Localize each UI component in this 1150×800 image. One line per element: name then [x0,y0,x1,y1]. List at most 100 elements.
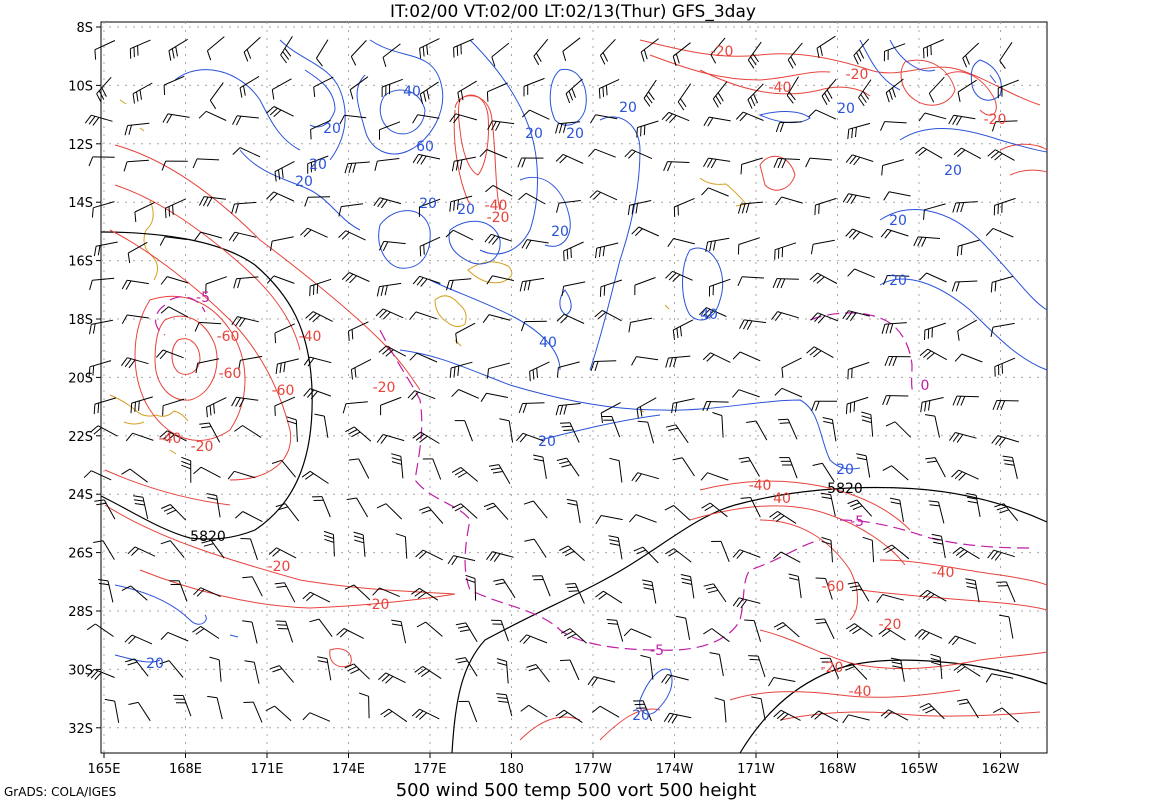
wind-barb [881,159,904,176]
wind-barb [680,574,695,599]
wind-barb [555,121,581,134]
temp-label: -20 [846,67,869,83]
wind-barb [774,242,797,260]
wind-barb [395,533,408,559]
wind-barb [956,698,979,719]
wind-barb [86,623,114,637]
wind-barb [987,549,1015,561]
wind-barb [240,538,258,560]
wind-barb [201,539,225,559]
wind-barb [847,268,875,278]
wind-barb [737,237,760,255]
wind-barb [449,361,473,378]
wind-barb [595,590,623,604]
wind-barb [419,81,439,104]
wind-barb [810,312,839,324]
wind-barb [499,418,514,443]
wind-barb [556,361,580,378]
contour-labels: 5820 5820 -20 -40 -20 -40 -20 -60 -60 -6… [159,44,1007,700]
lon-tick-label: 171E [250,762,283,777]
wind-barb [323,530,335,557]
wind-barb [640,38,659,62]
wind-barb [303,356,332,367]
wind-barb [195,358,220,374]
lat-tick-label: 18S [68,313,93,328]
wind-barb [268,547,297,559]
wind-barb [83,470,112,481]
wind-barb [956,239,980,257]
wind-barb [207,695,223,720]
wind-barb [624,149,653,160]
wind-barb [486,82,508,102]
wind-barb [344,584,371,601]
wind-barb [640,654,654,680]
wind-barb [773,551,801,563]
wind-barb [411,587,439,601]
wind-barb [193,466,221,478]
wind-barb [493,578,516,599]
wind-barb [124,634,153,645]
wind-barb [732,389,760,398]
wind-barb [231,396,259,408]
wind-barb [919,589,947,602]
wind-barb [923,203,946,220]
wind-barb [161,160,188,171]
wind-barb [128,701,151,722]
temp-label: -20 [711,44,734,60]
wind-barb [948,432,977,443]
temp-label: -20 [191,439,214,455]
wind-barb [96,76,112,103]
wind-barb [339,114,367,125]
wind-barb [125,432,154,442]
wind-barb [842,193,871,204]
wind-barb [304,196,331,207]
wind-barb [300,227,328,238]
wind-barb [412,114,440,124]
wind-barb [265,705,292,722]
wind-barb [920,397,944,413]
wind-barb [348,321,369,342]
wind-barb [631,356,659,366]
wind-barb [588,148,616,158]
wind-barb [880,121,907,131]
wind-barb [89,277,115,291]
wind-barb [778,418,798,440]
wind-barb [379,121,401,140]
wind-barb [599,38,616,65]
wind-barb [595,515,623,525]
wind-barb [822,417,837,442]
wind-barb [529,361,550,382]
temp-label: 40 [773,491,791,507]
wind-barb [772,278,799,289]
wind-barb [845,228,874,240]
wind-barb [274,582,296,603]
wind-barb [820,492,836,517]
wind-barb [587,676,616,687]
wind-barb [104,698,120,723]
wind-barb [275,620,294,643]
wind-barb [698,307,727,319]
wind-barb [665,424,689,444]
wind-barb [559,422,580,443]
wind-label: 20 [525,126,543,142]
wind-barb [378,240,406,252]
wind-barb [815,577,833,600]
wind-barb [700,472,729,481]
wind-barb [451,503,478,519]
wind-barb [962,42,980,68]
longitude-labels: 165E 168E 171E 174E 177E 180 177W 174W 171W 168W 1… [87,762,1019,777]
wind-barb [787,42,803,69]
wind-barb [953,147,982,160]
wind-barb [194,231,223,241]
wind-barb [878,627,906,641]
wind-barb [163,75,185,96]
wind-barb [302,591,331,603]
wind-barb [845,623,873,638]
wind-barb [341,272,370,284]
grads-credit: GrADS: COLA/IGES [4,785,116,799]
vorticity-contours [155,296,1031,651]
wind-barb [856,453,871,478]
wind-barb [773,622,800,638]
wind-barb [274,160,295,182]
temperature-contours [104,39,1048,741]
